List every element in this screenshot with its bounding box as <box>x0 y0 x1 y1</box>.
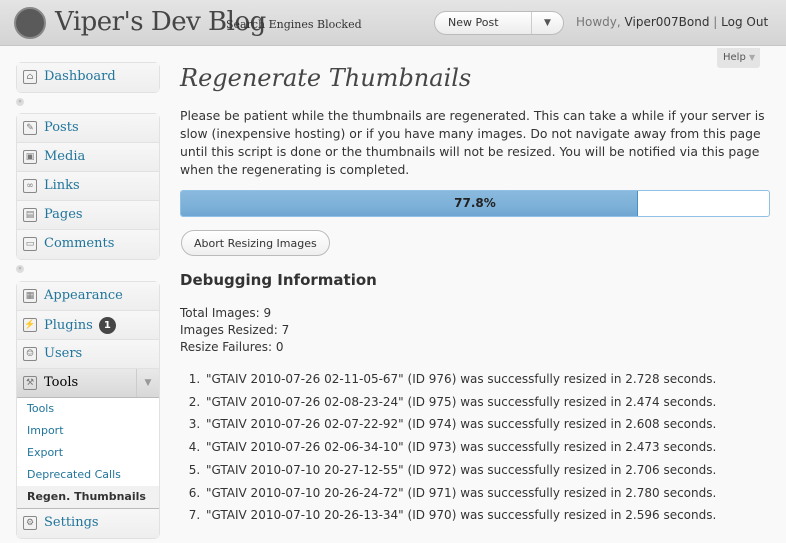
update-count-badge: 1 <box>98 317 116 334</box>
tools-icon: ⚒ <box>23 376 37 390</box>
pages-icon: ▤ <box>23 208 37 222</box>
sidebar-item-tools[interactable]: ⚒ Tools ▼ <box>17 369 159 398</box>
new-post-link[interactable]: New Post <box>448 16 499 29</box>
sidebar-item-pages[interactable]: ▤ Pages <box>17 201 159 230</box>
howdy-label: Howdy, <box>576 15 621 29</box>
sidebar-item-links[interactable]: ∞ Links <box>17 172 159 201</box>
submenu-regen-thumbnails[interactable]: Regen. Thumbnails <box>17 486 159 508</box>
total-images: Total Images: 9 <box>180 306 272 320</box>
comment-icon: ▭ <box>23 237 37 251</box>
media-icon: ▣ <box>23 150 37 164</box>
abort-button[interactable]: Abort Resizing Images <box>181 230 330 256</box>
home-icon: ⌂ <box>23 70 37 84</box>
log-item: "GTAIV 2010-07-10 20-26-24-72" (ID 971) … <box>204 482 716 505</box>
site-title[interactable]: Viper's Dev Blog <box>55 7 266 37</box>
users-icon: ☺ <box>23 347 37 361</box>
intro-text: Please be patient while the thumbnails a… <box>180 108 765 177</box>
pin-icon: ✎ <box>23 121 37 135</box>
label: Pages <box>44 207 83 222</box>
debug-heading: Debugging Information <box>180 271 377 289</box>
favorite-actions-dropdown[interactable]: New Post ▼ <box>434 11 564 35</box>
sidebar-item-plugins[interactable]: ⚡ Plugins 1 <box>17 311 159 340</box>
menu-admin-group: ▦ Appearance ⚡ Plugins 1 ☺ Users ⚒ Tools ▼ Too… <box>16 281 160 539</box>
log-item: "GTAIV 2010-07-26 02-07-22-92" (ID 974) … <box>204 413 716 436</box>
submenu-tools[interactable]: Tools <box>27 402 55 415</box>
help-button[interactable]: Help ▼ <box>717 48 760 68</box>
menu-content-group: ✎ Posts ▣ Media ∞ Links ▤ Pages ▭ Comments <box>16 113 160 260</box>
sidebar-item-comments[interactable]: ▭ Comments <box>17 230 159 259</box>
label: Plugins <box>44 318 93 333</box>
submenu-deprecated-calls[interactable]: Deprecated Calls <box>27 468 121 481</box>
menu-dashboard: ⌂ Dashboard <box>16 62 160 93</box>
resize-failures: Resize Failures: 0 <box>180 340 284 354</box>
menu-collapse-separator[interactable]: « <box>16 265 24 273</box>
chevron-down-icon[interactable]: ▼ <box>531 12 563 34</box>
link-icon: ∞ <box>23 179 37 193</box>
appearance-icon: ▦ <box>23 289 37 303</box>
separator: | <box>713 15 718 29</box>
settings-icon: ⚙ <box>23 516 37 530</box>
label: Posts <box>44 120 79 135</box>
sidebar-item-posts[interactable]: ✎ Posts <box>17 114 159 143</box>
log-item: "GTAIV 2010-07-26 02-11-05-67" (ID 976) … <box>204 368 716 391</box>
label: Tools <box>44 375 79 390</box>
debug-stats: Total Images: 9 Images Resized: 7 Resize… <box>180 305 289 356</box>
wordpress-logo-icon[interactable] <box>14 7 46 39</box>
tools-submenu: Tools Import Export Deprecated Calls Reg… <box>17 398 159 509</box>
log-item: "GTAIV 2010-07-26 02-08-23-24" (ID 975) … <box>204 391 716 414</box>
progress-bar: 77.8% <box>180 190 770 217</box>
help-label: Help <box>723 52 746 63</box>
admin-header: Viper's Dev Blog Search Engines Blocked … <box>0 0 786 46</box>
images-resized: Images Resized: 7 <box>180 323 290 337</box>
privacy-notice[interactable]: Search Engines Blocked <box>226 18 362 31</box>
page-title: Regenerate Thumbnails <box>180 64 472 92</box>
sidebar-item-settings[interactable]: ⚙ Settings <box>17 509 159 538</box>
log-item: "GTAIV 2010-07-10 20-26-13-34" (ID 970) … <box>204 504 716 527</box>
resize-log: "GTAIV 2010-07-26 02-11-05-67" (ID 976) … <box>204 368 716 527</box>
sidebar-item-dashboard[interactable]: ⌂ Dashboard <box>17 63 159 92</box>
label: Settings <box>44 515 99 530</box>
log-item: "GTAIV 2010-07-26 02-06-34-10" (ID 973) … <box>204 436 716 459</box>
progress-percent: 77.8% <box>454 196 496 210</box>
label: Links <box>44 178 80 193</box>
sidebar-item-media[interactable]: ▣ Media <box>17 143 159 172</box>
submenu-export[interactable]: Export <box>27 446 64 459</box>
menu-collapse-separator[interactable]: « <box>16 98 24 106</box>
sidebar-item-appearance[interactable]: ▦ Appearance <box>17 282 159 311</box>
sidebar-item-users[interactable]: ☺ Users <box>17 340 159 369</box>
chevron-down-icon: ▼ <box>749 53 756 62</box>
logout-link[interactable]: Log Out <box>721 15 769 29</box>
profile-link[interactable]: Viper007Bond <box>624 15 710 29</box>
label: Users <box>44 346 83 361</box>
label: Dashboard <box>44 69 116 84</box>
label: Media <box>44 149 86 164</box>
user-info: Howdy, Viper007Bond | Log Out <box>576 15 768 29</box>
submenu-toggle-icon[interactable]: ▼ <box>136 369 159 397</box>
label: Appearance <box>44 288 123 303</box>
log-item: "GTAIV 2010-07-10 20-27-12-55" (ID 972) … <box>204 459 716 482</box>
progress-fill <box>181 191 639 216</box>
plug-icon: ⚡ <box>23 318 37 332</box>
submenu-import[interactable]: Import <box>27 424 64 437</box>
label: Comments <box>44 236 115 251</box>
